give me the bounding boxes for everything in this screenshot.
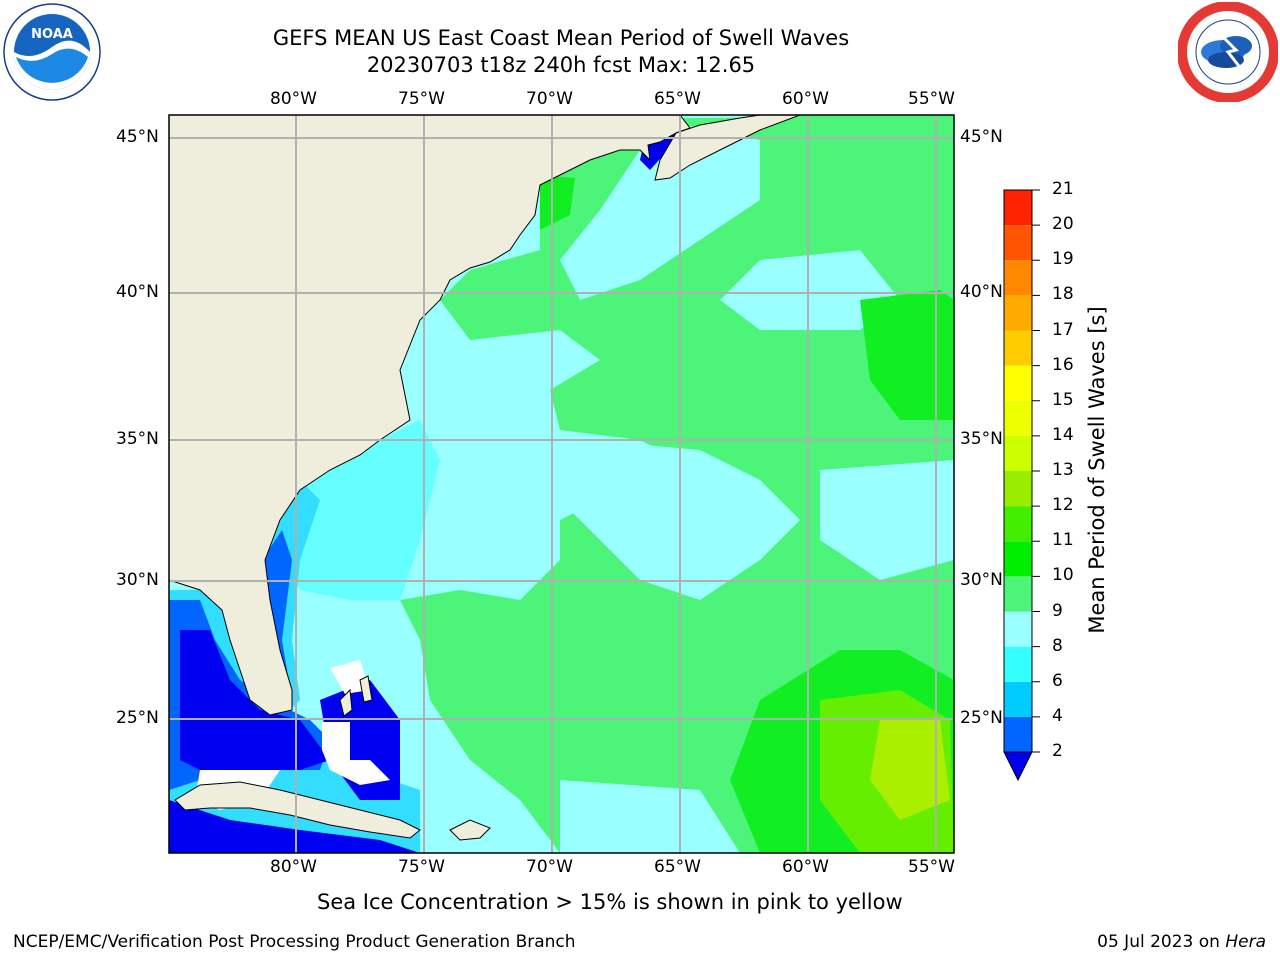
footer-date-text: 05 Jul 2023 on [1097, 932, 1226, 952]
footer-machine: Hera [1225, 932, 1266, 952]
colorbar-segment [1004, 260, 1032, 296]
lat-label-left: 30°N [116, 570, 159, 590]
colorbar-tick-label: 4 [1052, 705, 1063, 726]
colorbar-label: Mean Period of Swell Waves [s] [1085, 306, 1109, 634]
swell-region-10-11-ne [780, 115, 954, 230]
swell-region-8-9-b [720, 250, 900, 330]
colorbar-tick-label: 16 [1052, 354, 1074, 375]
lat-label-right: 25°N [960, 708, 1003, 728]
chart-title: GEFS MEAN US East Coast Mean Period of S… [272, 26, 850, 50]
colorbar-segment [1004, 646, 1032, 682]
colorbar-segment [1004, 471, 1032, 507]
lat-label-left: 25°N [116, 708, 159, 728]
colorbar-tick-label: 20 [1052, 214, 1074, 235]
lon-label-bottom: 60°W [782, 857, 829, 877]
lon-label-bottom: 65°W [654, 857, 701, 877]
colorbar-tick-label: 6 [1052, 670, 1063, 691]
lat-label-left: 45°N [116, 127, 159, 147]
noaa-logo: NOAA [3, 3, 101, 101]
lon-label-top: 75°W [398, 89, 445, 109]
colorbar-segment [1004, 330, 1032, 366]
map-gridlines [169, 115, 954, 853]
colorbar-tick-label: 15 [1052, 389, 1074, 410]
swell-region-8-9-d [820, 460, 954, 580]
colorbar-segment [1004, 365, 1032, 401]
colorbar-tick-label: 9 [1052, 600, 1063, 621]
lat-label-right: 30°N [960, 570, 1003, 590]
undefined-patch-2 [330, 660, 370, 694]
colorbar-segment [1004, 576, 1032, 612]
lon-label-bottom: 55°W [908, 857, 955, 877]
swell-region-caribbean-blue [169, 800, 420, 853]
colorbar-segment [1004, 611, 1032, 647]
colorbar-tick-label: 18 [1052, 284, 1074, 305]
undefined-patch-1 [322, 722, 390, 785]
colorbar-segment [1004, 681, 1032, 717]
noaa-logo-text: NOAA [31, 27, 73, 42]
lon-label-bottom: 70°W [526, 857, 573, 877]
colorbar-segment [1004, 541, 1032, 577]
lon-label-top: 70°W [526, 89, 573, 109]
land-north-america [169, 115, 691, 716]
chart-subtitle: 20230703 t18z 240h fcst Max: 12.65 [366, 53, 756, 77]
colorbar-tick-label: 8 [1052, 635, 1063, 656]
swell-region-gulf-deepblue [180, 630, 330, 770]
colorbar-segment [1004, 716, 1032, 752]
lat-label-right: 35°N [960, 429, 1003, 449]
colorbar-segment [1004, 435, 1032, 471]
colorbar-tick-label: 2 [1052, 741, 1063, 761]
colorbar [1003, 189, 1040, 782]
sea-ice-note: Sea Ice Concentration > 15% is shown in … [317, 890, 903, 914]
swell-region-10-11-e [860, 290, 954, 420]
swell-region-8-9-a [560, 120, 760, 300]
lon-label-top: 60°W [782, 89, 829, 109]
lon-label-top: 80°W [270, 89, 317, 109]
nws-logo [1178, 2, 1278, 102]
colorbar-under-triangle [1003, 751, 1033, 782]
map-frame [168, 114, 955, 854]
lat-label-left: 40°N [116, 282, 159, 302]
colorbar-tick-label: 14 [1052, 424, 1074, 445]
lon-label-top: 65°W [654, 89, 701, 109]
footer-date: 05 Jul 2023 on Hera [1097, 932, 1266, 952]
swell-region-8-9-e [560, 780, 740, 853]
land-bahamas-1 [339, 688, 353, 717]
colorbar-tick-label: 13 [1052, 460, 1074, 480]
colorbar-tick-label: 10 [1052, 565, 1074, 586]
land-hispaniola [449, 819, 491, 841]
swell-region-10-11-ne2 [540, 175, 575, 230]
lat-label-right: 45°N [960, 127, 1003, 147]
lon-label-top: 55°W [908, 89, 955, 109]
colorbar-tick-label: 12 [1052, 495, 1074, 516]
colorbar-tick-label: 19 [1052, 249, 1074, 270]
colorbar-segment [1004, 225, 1032, 261]
colorbar-tick-label: 17 [1052, 319, 1074, 340]
swell-region-12-13 [870, 720, 950, 820]
land-bahamas-2 [359, 675, 373, 703]
colorbar-segment [1004, 506, 1032, 542]
colorbar-segment [1004, 190, 1032, 226]
colorbar-tick-label: 11 [1052, 530, 1074, 551]
lon-label-bottom: 80°W [270, 857, 317, 877]
colorbar-tick-label: 21 [1052, 179, 1074, 199]
land-cuba [174, 781, 421, 839]
lat-label-right: 40°N [960, 282, 1003, 302]
footer-organization: NCEP/EMC/Verification Post Processing Pr… [13, 932, 576, 952]
land-nova-scotia [654, 115, 801, 181]
colorbar-segment [1004, 400, 1032, 436]
lat-label-left: 35°N [116, 429, 159, 449]
lon-label-bottom: 75°W [398, 857, 445, 877]
map-area [169, 115, 954, 853]
colorbar-segment [1004, 295, 1032, 331]
